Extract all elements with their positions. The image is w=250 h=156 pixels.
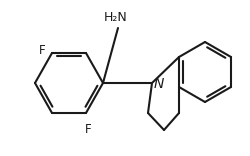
Text: F: F bbox=[85, 123, 91, 136]
Text: N: N bbox=[154, 77, 164, 91]
Text: H₂N: H₂N bbox=[104, 11, 128, 24]
Text: F: F bbox=[40, 44, 46, 58]
